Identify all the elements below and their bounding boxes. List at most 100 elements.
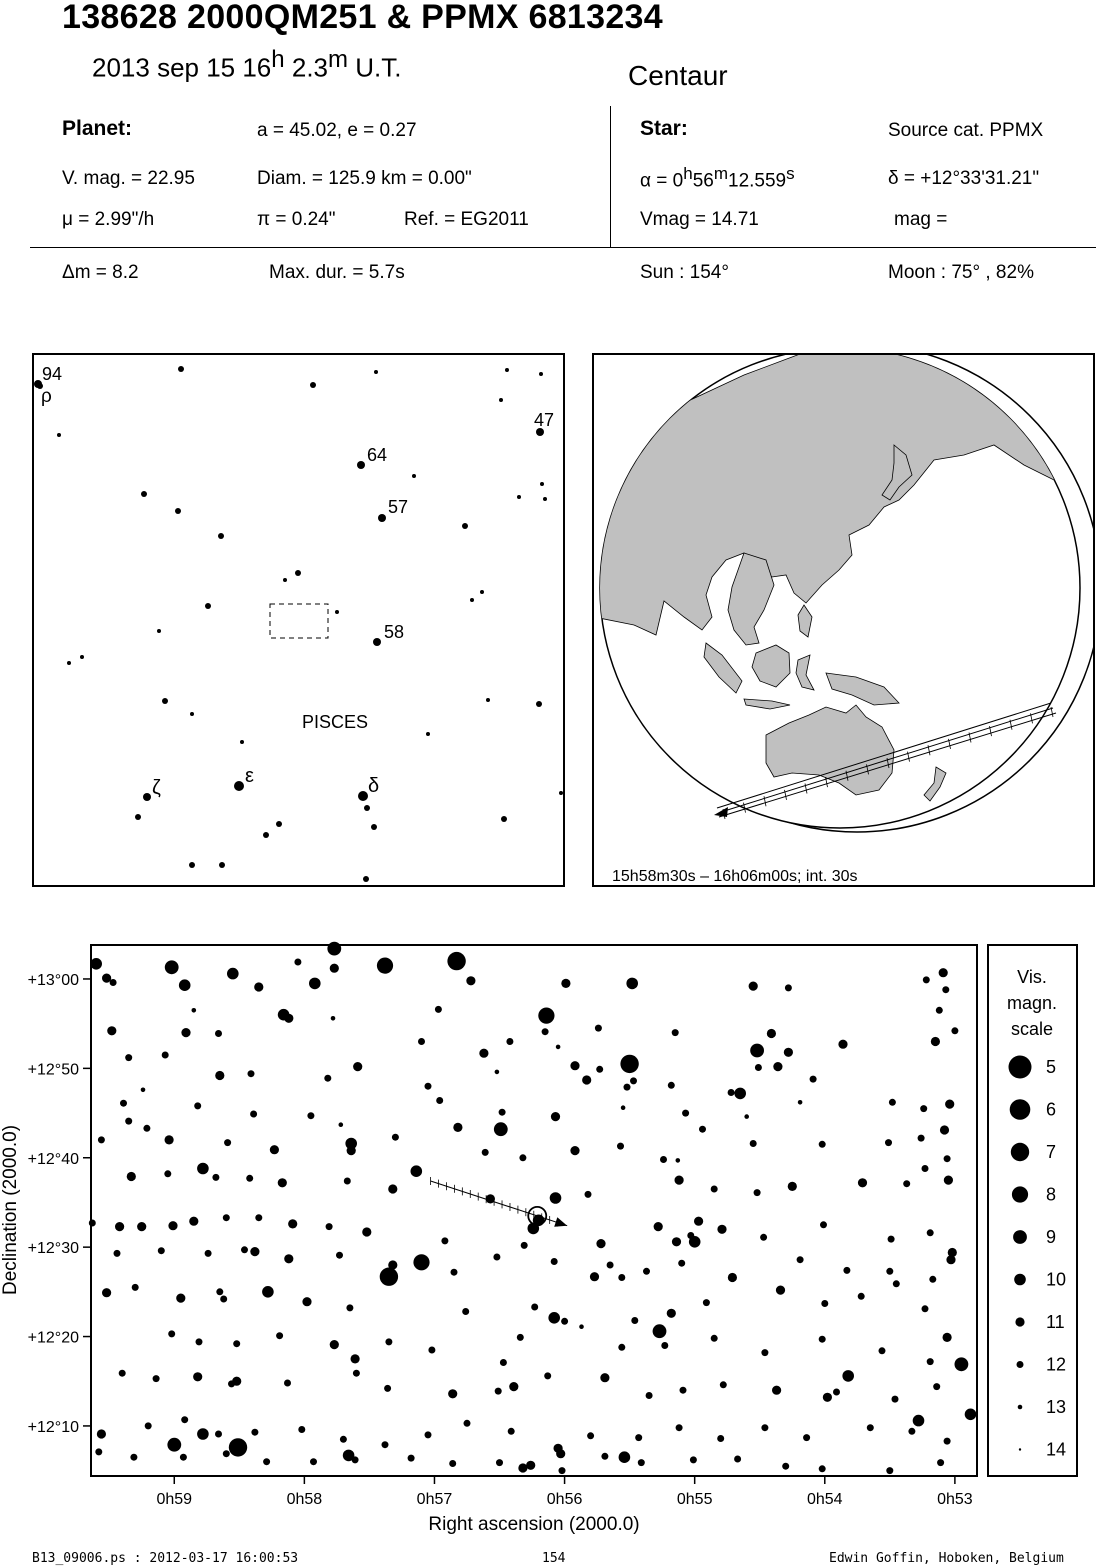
field-star (284, 1254, 294, 1264)
finder-star (190, 712, 194, 716)
legend-dot (1016, 1361, 1024, 1368)
field-star (450, 1268, 458, 1276)
field-star (903, 1180, 911, 1188)
field-star (90, 958, 102, 970)
field-star (866, 1424, 874, 1432)
finder-star (486, 698, 490, 702)
field-star (942, 1332, 952, 1342)
planet-vmag: V. mag. = 22.95 (62, 168, 195, 189)
field-star (596, 1239, 606, 1249)
finder-star (178, 366, 184, 372)
field-star (833, 1388, 840, 1396)
field-star (754, 1064, 762, 1071)
field-star (803, 1434, 811, 1442)
field-star (600, 1373, 610, 1383)
field-star (584, 1190, 592, 1198)
globe-caption: 15h58m30s – 16h06m00s; int. 30s (612, 868, 858, 885)
x-tick-label: 0h56 (547, 1491, 583, 1508)
legend-mag-label: 12 (1046, 1355, 1066, 1375)
field-star (388, 1260, 398, 1270)
field-star (727, 1089, 735, 1096)
field-star (937, 1459, 945, 1467)
field-star (838, 1039, 848, 1049)
field-star (635, 1434, 643, 1442)
field-star (561, 978, 571, 988)
field-star (556, 1449, 566, 1459)
finder-star (283, 578, 287, 582)
field-star (631, 1317, 639, 1324)
x-tick-label: 0h58 (287, 1491, 323, 1508)
field-star (109, 979, 117, 986)
field-star (342, 1449, 355, 1462)
header-divider-vertical (610, 106, 611, 248)
finder-label-delta: δ (368, 775, 379, 797)
field-star (775, 1285, 786, 1295)
field-star (842, 1370, 854, 1382)
field-star (674, 1175, 684, 1185)
field-star (220, 1295, 228, 1303)
finder-star (57, 433, 61, 437)
field-star (125, 1117, 133, 1125)
legend-dot (1013, 1230, 1027, 1244)
field-star (908, 1427, 916, 1435)
field-star (946, 1255, 956, 1265)
finder-star (218, 533, 224, 539)
star-chart-svg: 0h59 0h58 0h57 0h56 0h55 0h54 0h53 +13°00 +12°50… (0, 941, 1078, 1535)
field-star (753, 1189, 761, 1197)
field-star (945, 1099, 955, 1109)
ra-m: m (713, 164, 728, 183)
field-star (216, 1288, 224, 1296)
finder-star (499, 398, 503, 402)
field-star (379, 1267, 399, 1286)
field-star (526, 1460, 536, 1470)
shadow-path (714, 702, 1057, 820)
field-star (346, 1304, 354, 1312)
field-star (118, 1369, 126, 1377)
field-star (143, 1124, 151, 1132)
finder-star (363, 876, 369, 882)
finder-star (536, 428, 544, 436)
asteroid-path (430, 1180, 568, 1227)
field-star (88, 1219, 96, 1227)
field-star (250, 1247, 260, 1257)
shadow-tick (825, 777, 828, 788)
field-star (601, 1452, 609, 1460)
field-star (269, 1145, 279, 1155)
field-star (168, 1221, 178, 1231)
field-star (96, 1429, 106, 1439)
field-star (933, 1383, 941, 1391)
field-star (943, 1155, 951, 1163)
continents (600, 355, 1065, 802)
land-new-zealand (923, 766, 947, 802)
y-tick-label: +12°50 (28, 1061, 79, 1078)
globe-svg: 15h58m30s – 16h06m00s; int. 30s (599, 355, 1093, 885)
path-arrow (554, 1217, 568, 1227)
field-star (120, 1099, 127, 1107)
delta-mag: Δm = 8.2 (62, 262, 139, 283)
field-star (194, 1102, 202, 1110)
field-star (494, 1069, 500, 1075)
field-star (330, 1016, 336, 1021)
field-star (507, 1427, 515, 1435)
land-java (743, 698, 791, 710)
field-star (449, 1460, 457, 1467)
finder-label-58: 58 (384, 622, 404, 642)
field-star (939, 1125, 950, 1135)
field-star (191, 1008, 197, 1013)
land-sumatra (703, 642, 743, 694)
finder-label-94: 94 (42, 364, 62, 384)
finder-star (263, 832, 269, 838)
field-star (782, 1462, 790, 1470)
finder-star (162, 698, 168, 704)
star-heading: Star: (640, 117, 688, 140)
max-duration: Max. dur. = 5.7s (269, 262, 405, 283)
footer-file: B13_09006.ps : 2012-03-17 16:00:53 (32, 1551, 299, 1566)
field-star (589, 1272, 600, 1282)
shadow-tick (907, 751, 910, 762)
field-star (822, 1392, 833, 1402)
field-star (362, 1227, 372, 1237)
field-star (345, 1137, 358, 1150)
ra-h: h (683, 164, 693, 183)
planet-diam: Diam. = 125.9 km = 0.00" (257, 168, 472, 189)
field-star (325, 1223, 333, 1231)
